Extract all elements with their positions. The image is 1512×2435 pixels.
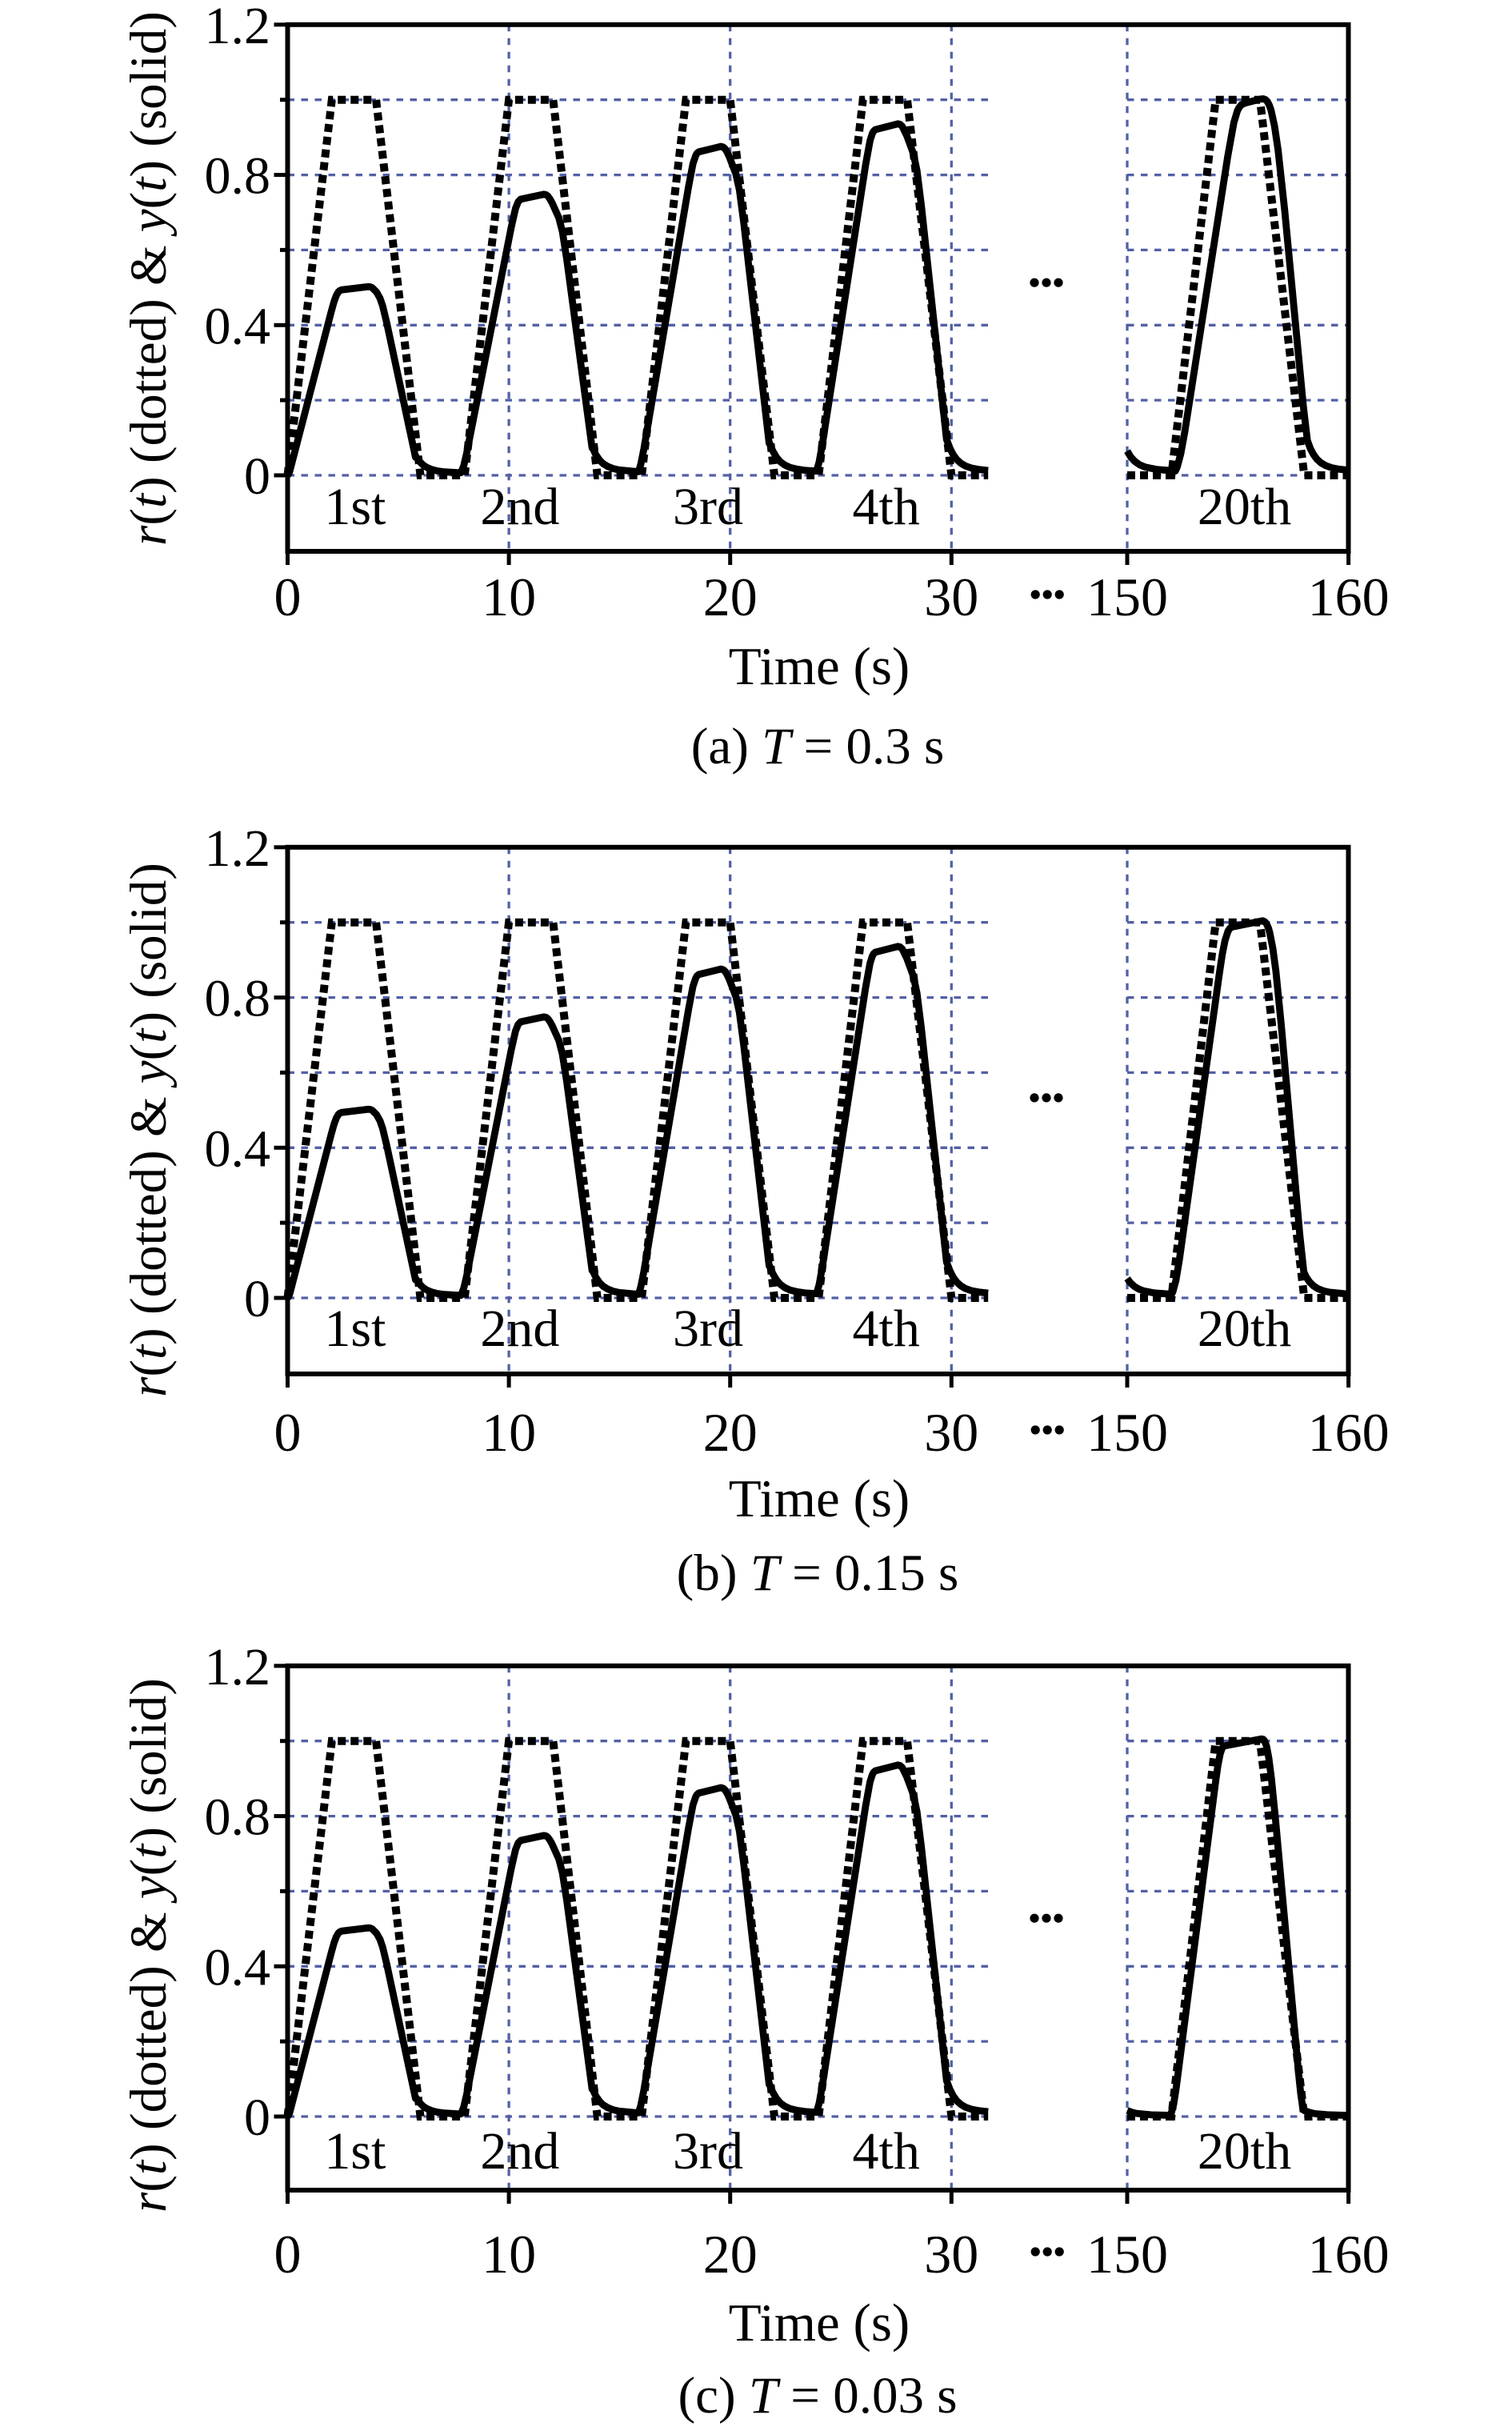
svg-text:0: 0 bbox=[244, 1270, 270, 1328]
svg-text:3rd: 3rd bbox=[673, 478, 743, 536]
svg-text:r(t) (dotted) & y(t) (solid): r(t) (dotted) & y(t) (solid) bbox=[120, 1678, 178, 2213]
svg-text:0: 0 bbox=[244, 447, 270, 506]
svg-text:0.8: 0.8 bbox=[205, 970, 271, 1028]
svg-text:20th: 20th bbox=[1198, 1300, 1291, 1358]
svg-text:1st: 1st bbox=[324, 1300, 386, 1358]
svg-text:1.2: 1.2 bbox=[205, 0, 271, 55]
svg-text:1st: 1st bbox=[324, 2122, 386, 2181]
svg-text:30: 30 bbox=[924, 567, 978, 627]
svg-text:r(t) (dotted) & y(t) (solid): r(t) (dotted) & y(t) (solid) bbox=[120, 863, 178, 1397]
svg-text:160: 160 bbox=[1308, 2224, 1390, 2285]
svg-text:150: 150 bbox=[1086, 2224, 1168, 2285]
svg-text:10: 10 bbox=[482, 2224, 536, 2285]
svg-text:(b) T = 0.15 s: (b) T = 0.15 s bbox=[677, 1544, 959, 1602]
svg-text:0.4: 0.4 bbox=[205, 1938, 271, 1996]
svg-text:4th: 4th bbox=[853, 2122, 920, 2181]
svg-text:4th: 4th bbox=[853, 478, 920, 536]
svg-text:(c) T = 0.03 s: (c) T = 0.03 s bbox=[678, 2367, 957, 2425]
svg-text:2nd: 2nd bbox=[480, 1300, 559, 1358]
svg-text:0.8: 0.8 bbox=[205, 1788, 271, 1847]
svg-text:0.4: 0.4 bbox=[205, 1119, 271, 1178]
svg-text:10: 10 bbox=[482, 1402, 536, 1463]
svg-text:20th: 20th bbox=[1198, 478, 1291, 536]
svg-text:160: 160 bbox=[1308, 1402, 1390, 1463]
svg-text:1st: 1st bbox=[324, 478, 386, 536]
svg-text:20th: 20th bbox=[1198, 2122, 1291, 2181]
svg-text:0: 0 bbox=[274, 1402, 302, 1463]
svg-text:2nd: 2nd bbox=[480, 478, 559, 536]
svg-text:Time (s): Time (s) bbox=[729, 2293, 910, 2353]
svg-text:3rd: 3rd bbox=[673, 1300, 743, 1358]
svg-text:2nd: 2nd bbox=[480, 2122, 559, 2181]
svg-text:4th: 4th bbox=[853, 1300, 920, 1358]
svg-text:10: 10 bbox=[482, 567, 536, 627]
svg-text:(a) T = 0.3 s: (a) T = 0.3 s bbox=[691, 718, 945, 775]
svg-text:r(t) (dotted) & y(t) (solid): r(t) (dotted) & y(t) (solid) bbox=[120, 11, 178, 546]
svg-text:150: 150 bbox=[1086, 567, 1168, 627]
svg-text:0: 0 bbox=[274, 567, 302, 627]
svg-text:0.8: 0.8 bbox=[205, 147, 271, 206]
svg-text:30: 30 bbox=[924, 2224, 978, 2285]
svg-text:3rd: 3rd bbox=[673, 2122, 743, 2181]
svg-text:Time (s): Time (s) bbox=[729, 1469, 910, 1528]
svg-text:160: 160 bbox=[1308, 567, 1390, 627]
svg-text:0: 0 bbox=[244, 2089, 270, 2147]
svg-text:20: 20 bbox=[703, 567, 758, 627]
svg-text:30: 30 bbox=[924, 1402, 978, 1463]
svg-text:150: 150 bbox=[1086, 1402, 1168, 1463]
svg-text:1.2: 1.2 bbox=[205, 1638, 271, 1696]
svg-text:Time (s): Time (s) bbox=[729, 637, 910, 696]
svg-text:0.4: 0.4 bbox=[205, 297, 271, 355]
svg-text:20: 20 bbox=[703, 1402, 758, 1463]
svg-text:1.2: 1.2 bbox=[205, 819, 271, 878]
svg-text:20: 20 bbox=[703, 2224, 758, 2285]
svg-text:0: 0 bbox=[274, 2224, 302, 2285]
